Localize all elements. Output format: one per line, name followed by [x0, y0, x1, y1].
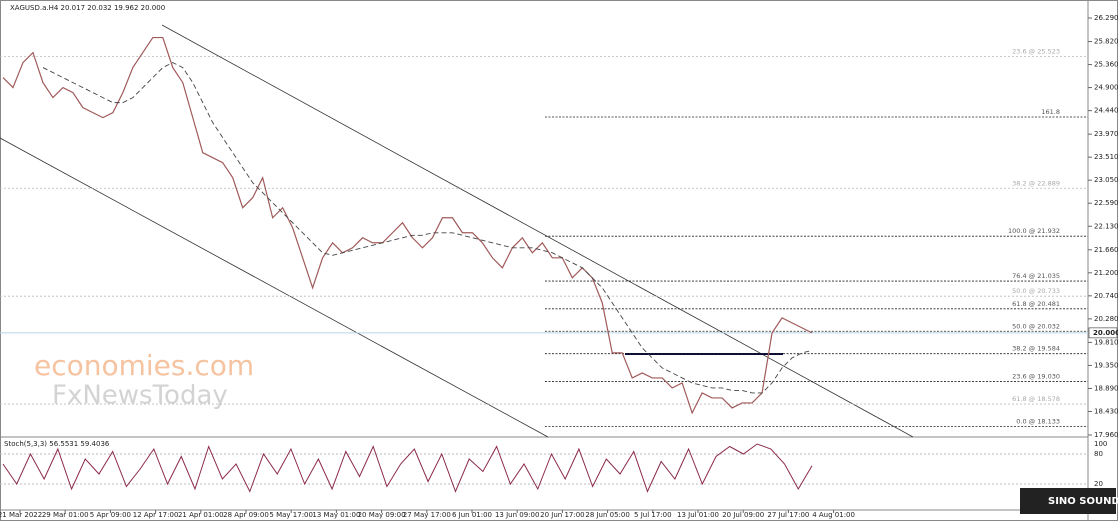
x-tick-label: 13 Jul 01:00 — [677, 511, 719, 519]
y-tick-label: 17.960 — [1094, 431, 1118, 439]
watermark: FxNewsToday — [52, 381, 228, 411]
watermark: economies.com — [34, 349, 254, 382]
stoch-tick-label: 100 — [1094, 440, 1107, 448]
x-tick-label: 12 Apr 17:00 — [133, 511, 179, 519]
fib-label: 76.4 @ 21.035 — [1012, 272, 1060, 280]
x-tick-label: 28 Jun 05:00 — [585, 511, 629, 519]
y-tick-label: 24.440 — [1094, 107, 1118, 115]
x-tick-label: 27 May 17:00 — [403, 511, 451, 519]
y-tick-label: 22.130 — [1094, 222, 1118, 230]
fib-label: 38.2 @ 19.584 — [1012, 345, 1060, 353]
x-tick-label: 13 May 01:00 — [312, 511, 360, 519]
stoch-title: Stoch(5,3,3) 56.5531 59.4036 — [4, 440, 110, 448]
y-tick-label: 21.200 — [1094, 269, 1118, 277]
fib-label: 61.8 @ 18.578 — [1012, 395, 1060, 403]
y-tick-label: 19.810 — [1094, 338, 1118, 346]
channel-lower — [0, 137, 549, 438]
channel-upper — [161, 24, 914, 438]
y-tick-label: 23.970 — [1094, 130, 1118, 138]
x-tick-label: 28 Apr 09:00 — [223, 511, 269, 519]
x-tick-label: 20 Jun 17:00 — [540, 511, 584, 519]
x-tick-label: 27 Jul 17:00 — [767, 511, 809, 519]
y-tick-label: 23.510 — [1094, 153, 1118, 161]
logo: SINO SOUND — [1048, 496, 1118, 507]
x-tick-label: 4 Aug 01:00 — [812, 511, 855, 519]
price-box — [1088, 327, 1118, 339]
y-tick-label: 20.280 — [1094, 315, 1118, 323]
x-tick-label: 20 May 09:00 — [358, 511, 406, 519]
fib-label: 161.8 — [1041, 108, 1060, 116]
stoch-tick-label: 80 — [1094, 450, 1103, 458]
logo-box — [1020, 488, 1116, 514]
y-tick-label: 18.430 — [1094, 407, 1118, 415]
x-tick-label: 5 Jul 17:00 — [634, 511, 672, 519]
x-tick-label: 29 Mar 01:00 — [42, 511, 89, 519]
x-tick-label: 21 Mar 2022 — [0, 511, 42, 519]
chart-title: XAGUSD.a.H4 20.017 20.032 19.962 20.000 — [10, 4, 165, 12]
fib-label: 0.0 @ 18.133 — [1016, 417, 1060, 425]
x-tick-label: 21 Apr 01:00 — [178, 511, 224, 519]
y-tick-label: 21.660 — [1094, 246, 1118, 254]
y-tick-label: 25.820 — [1094, 38, 1118, 46]
fib-label: 50.0 @ 20.032 — [1012, 322, 1060, 330]
y-tick-label: 22.590 — [1094, 199, 1118, 207]
fib-label: 50.0 @ 20.733 — [1012, 287, 1060, 295]
price-label: 20.000 — [1093, 329, 1118, 337]
fib-label: 38.2 @ 22.889 — [1012, 179, 1060, 187]
y-tick-label: 26.290 — [1094, 14, 1118, 22]
y-tick-label: 18.890 — [1094, 384, 1118, 392]
stoch-tick-label: 0 — [1094, 490, 1098, 498]
stoch-tick-label: 20 — [1094, 480, 1103, 488]
x-tick-label: 5 May 17:00 — [269, 511, 313, 519]
x-tick-label: 13 Jun 09:00 — [495, 511, 539, 519]
fib-label: 61.8 @ 20.481 — [1012, 300, 1060, 308]
fib-label: 100.0 @ 21.932 — [1008, 227, 1060, 235]
y-tick-label: 23.050 — [1094, 176, 1118, 184]
x-tick-label: 5 Apr 09:00 — [90, 511, 131, 519]
y-tick-label: 20.740 — [1094, 292, 1118, 300]
moving-average — [42, 62, 813, 394]
y-tick-label: 25.360 — [1094, 61, 1118, 69]
x-tick-label: 20 Jul 09:00 — [722, 511, 764, 519]
fib-label: 23.6 @ 25.523 — [1012, 47, 1060, 55]
price-line-series — [2, 36, 813, 415]
y-tick-label: 24.900 — [1094, 84, 1118, 92]
fib-label: 23.6 @ 19.030 — [1012, 372, 1060, 380]
x-tick-label: 6 Jun 01:00 — [452, 511, 492, 519]
y-tick-label: 19.350 — [1094, 361, 1118, 369]
stoch-line — [2, 443, 813, 493]
